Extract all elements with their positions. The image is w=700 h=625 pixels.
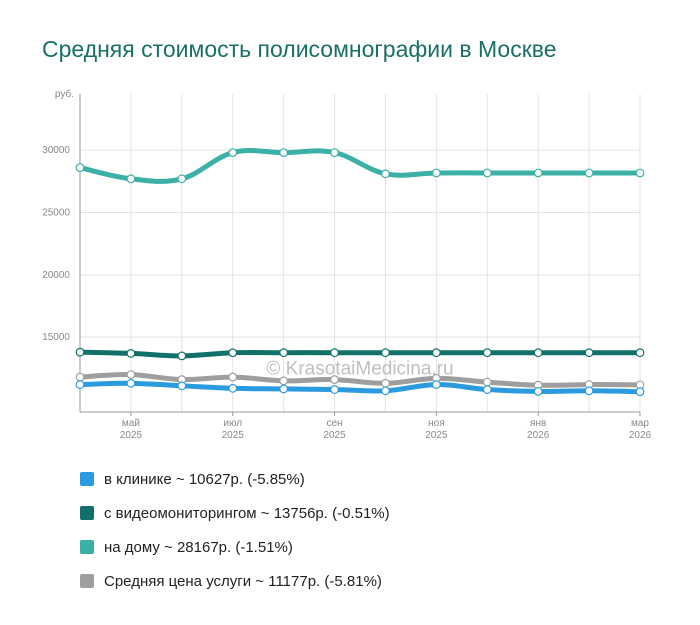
data-point <box>431 380 441 389</box>
x-tick-year: 2025 <box>323 430 346 441</box>
data-point <box>228 148 238 158</box>
x-tick-label: ноя <box>428 418 445 429</box>
data-point <box>75 347 85 357</box>
data-point <box>75 163 85 172</box>
y-tick-label: 20000 <box>42 270 70 281</box>
legend-item[interactable]: на дому ~ 28167р. (-1.51%) <box>80 530 390 564</box>
data-point <box>381 348 390 358</box>
series-line <box>77 349 643 359</box>
data-point <box>75 372 85 382</box>
series-points <box>75 148 645 397</box>
data-point <box>584 168 594 178</box>
data-point <box>533 168 543 178</box>
data-point <box>635 168 645 178</box>
data-point <box>228 348 238 358</box>
axes: 15000200002500030000руб.май2025июл2025се… <box>42 88 651 441</box>
legend-label: на дому ~ 28167р. (-1.51%) <box>104 538 293 556</box>
data-point <box>126 174 136 184</box>
data-point <box>533 387 543 396</box>
x-tick-year: 2025 <box>222 430 245 441</box>
data-point <box>330 375 339 384</box>
data-point <box>381 169 390 179</box>
series-lines <box>77 148 643 395</box>
data-point <box>381 378 390 388</box>
x-tick-year: 2025 <box>120 430 143 441</box>
data-point <box>635 387 645 397</box>
data-point <box>584 386 594 396</box>
line-chart: 15000200002500030000руб.май2025июл2025се… <box>42 88 651 441</box>
data-point <box>228 383 238 393</box>
data-point <box>431 168 441 178</box>
legend-item[interactable]: Средняя цена услуги ~ 11177р. (-5.81%) <box>80 564 390 598</box>
grid <box>79 94 641 412</box>
x-tick-year: 2026 <box>527 430 550 441</box>
data-point <box>126 348 136 358</box>
data-point <box>330 385 339 394</box>
x-tick-year: 2025 <box>425 430 448 441</box>
chart-title: Средняя стоимость полисомнографии в Моск… <box>42 36 557 62</box>
data-point <box>177 174 187 184</box>
series-line <box>77 148 643 184</box>
x-tick-label: сен <box>326 418 342 429</box>
x-tick-label: июл <box>223 418 242 429</box>
data-point <box>177 351 187 361</box>
data-point <box>75 380 85 389</box>
data-point <box>584 348 594 358</box>
legend-label: Средняя цена услуги ~ 11177р. (-5.81%) <box>104 572 382 590</box>
legend-label: с видеомониторингом ~ 13756р. (-0.51%) <box>104 504 390 522</box>
data-point <box>381 386 390 396</box>
legend-item[interactable]: в клинике ~ 10627р. (-5.85%) <box>80 462 390 496</box>
data-point <box>482 348 492 358</box>
legend-swatch <box>80 540 94 554</box>
data-point <box>330 348 339 358</box>
data-point <box>279 148 289 158</box>
data-point <box>482 385 492 394</box>
legend-swatch <box>80 472 94 486</box>
data-point <box>279 384 289 394</box>
data-point <box>533 348 543 358</box>
legend-label: в клинике ~ 10627р. (-5.85%) <box>104 470 305 488</box>
data-point <box>482 377 492 387</box>
y-tick-label: 25000 <box>42 207 70 218</box>
data-point <box>279 376 289 386</box>
y-tick-label: 15000 <box>42 332 70 343</box>
legend-swatch <box>80 574 94 588</box>
x-tick-label: мар <box>631 418 649 429</box>
data-point <box>228 372 238 382</box>
legend: в клинике ~ 10627р. (-5.85%) с видеомонит… <box>80 462 390 598</box>
legend-item[interactable]: с видеомониторингом ~ 13756р. (-0.51%) <box>80 496 390 530</box>
x-tick-label: май <box>122 418 140 429</box>
data-point <box>482 168 492 178</box>
data-point <box>126 378 136 388</box>
data-point <box>279 348 289 358</box>
x-tick-label: янв <box>530 418 546 429</box>
data-point <box>330 148 339 158</box>
y-axis-unit: руб. <box>55 88 74 100</box>
y-tick-label: 30000 <box>42 145 70 156</box>
data-point <box>431 348 441 358</box>
series-line <box>77 380 643 395</box>
data-point <box>177 381 187 391</box>
legend-swatch <box>80 506 94 520</box>
x-tick-year: 2026 <box>629 430 652 441</box>
series-line <box>77 372 643 388</box>
data-point <box>635 348 645 358</box>
data-point <box>126 370 136 379</box>
watermark: © KrasotaiMedicina.ru <box>266 359 453 380</box>
